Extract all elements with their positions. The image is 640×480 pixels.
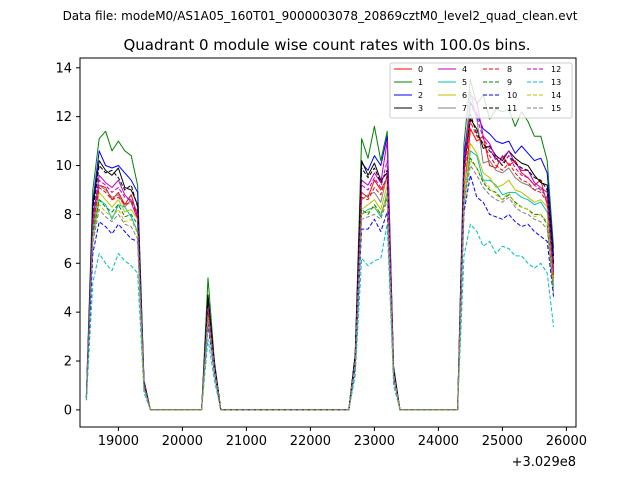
y-tick-label: 0	[64, 403, 72, 418]
legend-label-14: 14	[551, 91, 561, 100]
y-tick-label: 10	[55, 159, 72, 174]
legend-label-6: 6	[462, 91, 467, 100]
legend-label-12: 12	[551, 65, 561, 74]
legend-label-13: 13	[551, 78, 561, 87]
y-tick-label: 4	[64, 306, 72, 321]
x-axis-ticks: 19000 20000 21000 22000 23000 24000 25000 26000	[98, 427, 587, 449]
x-tick-label: 25000	[482, 434, 523, 449]
x-tick-label: 26000	[546, 434, 587, 449]
legend-label-10: 10	[507, 91, 517, 100]
legend-label-11: 11	[507, 104, 517, 113]
axes-frame	[79, 57, 577, 428]
legend-label-7: 7	[462, 104, 467, 113]
chart-suptitle: Data file: modeM0/AS1A05_160T01_90000030…	[63, 9, 578, 23]
legend-frame	[389, 62, 573, 119]
x-tick-label: 22000	[290, 434, 331, 449]
x-tick-label: 21000	[226, 434, 267, 449]
legend-label-15: 15	[551, 104, 561, 113]
legend-label-8: 8	[507, 65, 512, 74]
x-tick-label: 19000	[98, 434, 139, 449]
plot-area: 19000 20000 21000 22000 23000 24000 25000 26000…	[55, 57, 587, 470]
series-layer	[85, 79, 555, 411]
legend-label-9: 9	[507, 78, 512, 87]
x-offset-label: +3.029e8	[512, 455, 576, 470]
series-line-14	[85, 160, 555, 411]
legend-label-5: 5	[462, 78, 467, 87]
y-tick-label: 8	[64, 208, 72, 223]
x-tick-label: 24000	[418, 434, 459, 449]
y-axis-ticks: 0 2 4 6 8 10 12 14	[55, 61, 80, 418]
legend-label-3: 3	[418, 104, 423, 113]
legend-label-2: 2	[418, 91, 423, 100]
axes-background	[80, 58, 576, 427]
series-line-15	[85, 165, 555, 411]
x-tick-label: 23000	[354, 434, 395, 449]
y-tick-label: 2	[64, 355, 72, 370]
x-tick-label: 20000	[162, 434, 203, 449]
chart-title: Quadrant 0 module wise count rates with …	[123, 36, 530, 54]
y-tick-label: 6	[64, 257, 72, 272]
legend-label-1: 1	[418, 78, 423, 87]
y-tick-label: 14	[55, 61, 72, 76]
legend-label-0: 0	[418, 65, 423, 74]
y-tick-label: 12	[55, 110, 72, 125]
legend-label-4: 4	[462, 65, 467, 74]
